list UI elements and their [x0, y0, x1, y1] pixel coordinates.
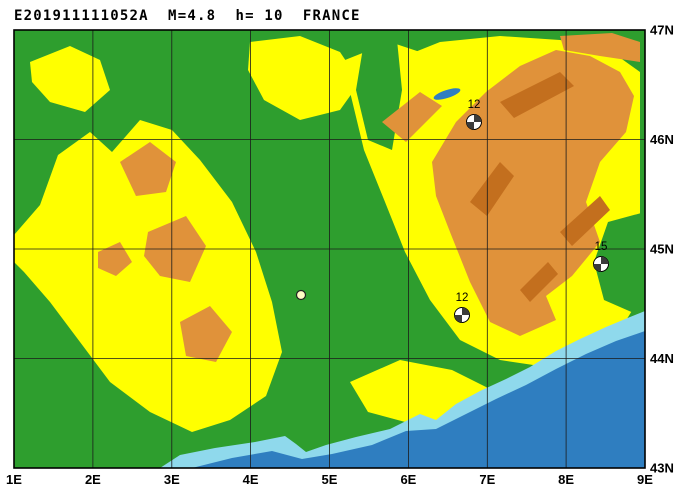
focal-mechanism-label: 12	[468, 99, 481, 111]
focal-mechanism-label: 12	[456, 292, 469, 304]
x-axis-labels: 1E 2E 3E 4E 5E 6E 7E 8E 9E	[6, 472, 653, 487]
x-tick-label: 8E	[558, 472, 574, 487]
grid-layer	[14, 30, 645, 468]
peak-ridge-4	[520, 262, 558, 302]
sea-deep	[192, 331, 645, 468]
highland-alps	[432, 50, 634, 336]
lowland-po-plain	[594, 212, 645, 318]
x-tick-label: 1E	[6, 472, 22, 487]
x-tick-label: 3E	[164, 472, 180, 487]
map-frame	[13, 29, 646, 469]
x-tick-label: 5E	[322, 472, 338, 487]
map-title: E201911111052A M=4.8 h= 10 FRANCE	[14, 8, 361, 24]
x-tick-label: 4E	[243, 472, 259, 487]
x-tick-label: 6E	[400, 472, 416, 487]
peak-ridge-1	[500, 72, 574, 118]
peak-ridge-2	[470, 162, 514, 216]
focal-mechanism-label: 15	[595, 241, 608, 253]
highland-massif-4	[98, 242, 132, 276]
highland-massif-3	[180, 306, 232, 362]
x-tick-label: 7E	[479, 472, 495, 487]
highland-massif-1	[120, 142, 176, 196]
events-layer: 12 15 12	[295, 99, 609, 323]
focal-mechanism-1: 12	[466, 99, 482, 130]
focal-mechanism-2: 15	[593, 241, 609, 272]
y-tick-label: 44N	[650, 351, 674, 366]
highland-northeast	[560, 33, 640, 62]
peak-ridge-3	[560, 196, 610, 246]
y-tick-label: 47N	[650, 23, 674, 38]
focal-mechanism-3: 12	[454, 292, 470, 323]
lake-geneva	[433, 88, 461, 100]
epicenter-symbol	[295, 289, 307, 301]
x-tick-label: 9E	[637, 472, 653, 487]
highland-jura	[382, 92, 442, 142]
y-tick-label: 45N	[650, 242, 674, 257]
midland-patch-northwest	[30, 46, 110, 112]
x-tick-label: 2E	[85, 472, 101, 487]
y-axis-labels: 47N 46N 45N 44N 43N	[650, 23, 674, 476]
midland-patch-north	[248, 36, 360, 120]
y-tick-label: 43N	[650, 461, 674, 476]
y-tick-label: 46N	[650, 132, 674, 147]
